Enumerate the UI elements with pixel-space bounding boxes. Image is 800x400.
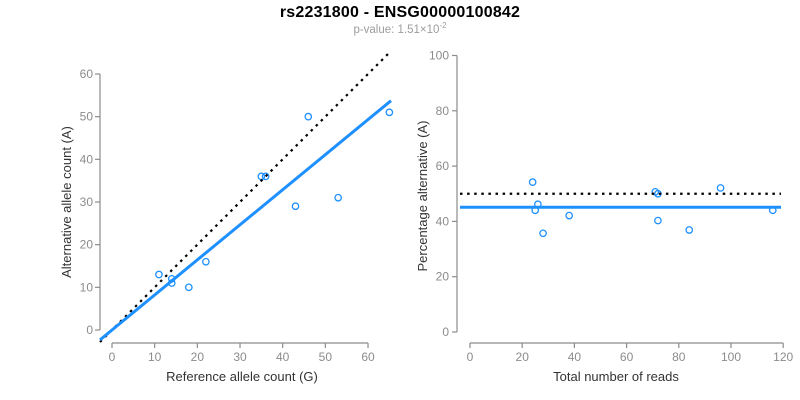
allele-count-scatter: 0 10 20 30 40 50 60 0 10 20 30 40 50 60 Reference alle… xyxy=(59,50,394,384)
y-tick-label: 40 xyxy=(436,214,450,228)
x-tick-label: 60 xyxy=(620,350,634,364)
x-tick-label: 20 xyxy=(516,350,530,364)
x-tick-label: 50 xyxy=(319,350,333,364)
y-tick-label: 60 xyxy=(436,159,450,173)
y-tick-label: 20 xyxy=(80,238,94,252)
y-tick-label: 0 xyxy=(86,323,93,337)
x-tick-label: 0 xyxy=(109,350,116,364)
fitted-proportion-line xyxy=(99,99,392,342)
data-point xyxy=(291,202,300,211)
percentage-vs-reads-scatter: 0 20 40 60 80 100 120 0 20 40 60 80 100 Total number … xyxy=(415,49,794,385)
data-point xyxy=(385,108,394,117)
y-tick-label: 30 xyxy=(80,195,94,209)
data-point xyxy=(334,193,343,202)
y-tick-label: 60 xyxy=(80,67,94,81)
data-point xyxy=(716,184,725,192)
x-axis-title: Reference allele count (G) xyxy=(166,369,318,384)
x-tick-label: 80 xyxy=(672,350,686,364)
x-tick-label: 30 xyxy=(233,350,247,364)
y-tick-label: 50 xyxy=(80,110,94,124)
y-axis-title: Percentage alternative (A) xyxy=(415,120,430,271)
x-axis-title: Total number of reads xyxy=(553,369,679,384)
x-tick-label: 120 xyxy=(773,350,793,364)
x-tick-label: 10 xyxy=(148,350,162,364)
x-tick-label: 100 xyxy=(721,350,741,364)
y-tick-label: 40 xyxy=(80,152,94,166)
x-tick-label: 40 xyxy=(276,350,290,364)
x-tick-label: 0 xyxy=(467,350,474,364)
data-point xyxy=(528,178,537,186)
y-tick-label: 100 xyxy=(429,49,449,63)
y-tick-label: 0 xyxy=(442,325,449,339)
data-point xyxy=(261,172,270,181)
data-point xyxy=(654,216,662,225)
data-point xyxy=(565,211,574,220)
x-tick-label: 20 xyxy=(191,350,205,364)
y-tick-label: 80 xyxy=(436,104,450,118)
data-point xyxy=(155,270,163,279)
data-point xyxy=(539,229,547,238)
data-point xyxy=(184,283,193,292)
y-tick-label: 20 xyxy=(436,270,450,284)
x-tick-label: 60 xyxy=(361,350,375,364)
data-point xyxy=(685,226,694,234)
y-tick-label: 10 xyxy=(80,280,94,294)
data-point xyxy=(202,257,210,266)
null-expectation-identity-line xyxy=(99,50,392,343)
data-point xyxy=(304,112,313,121)
y-axis-title: Alternative allele count (A) xyxy=(59,126,74,278)
x-tick-label: 40 xyxy=(568,350,582,364)
